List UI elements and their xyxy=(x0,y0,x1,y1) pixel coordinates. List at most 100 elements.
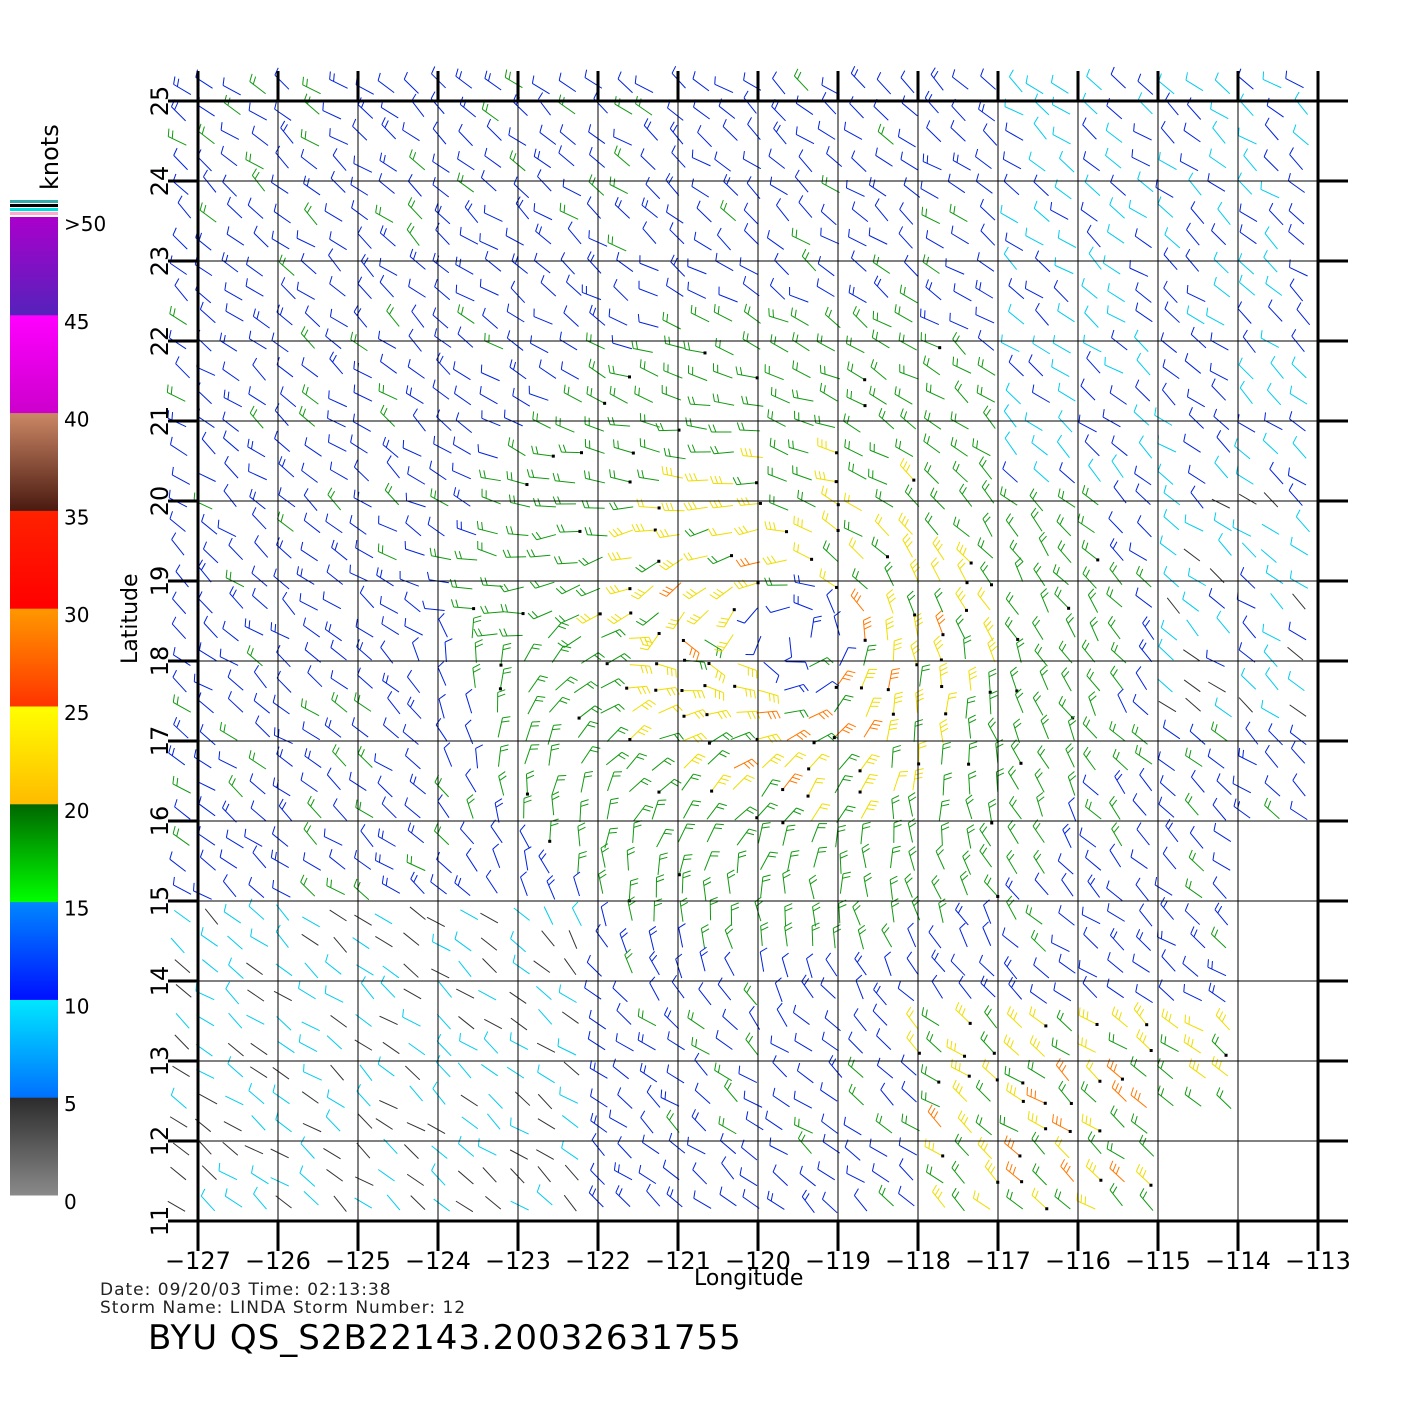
wind-barb xyxy=(478,541,497,556)
wind-barb xyxy=(1293,436,1306,458)
wind-barb xyxy=(556,585,580,594)
wind-barb xyxy=(811,616,822,637)
wind-barb xyxy=(174,76,191,94)
wind-barb xyxy=(667,1110,679,1133)
product-id-title: BYU QS_S2B22143.20032631755 xyxy=(148,1318,742,1358)
wind-barb xyxy=(765,364,784,379)
wind-barb xyxy=(661,1090,679,1107)
wind-barb xyxy=(218,520,236,537)
wind-barb xyxy=(559,95,575,114)
wind-barb xyxy=(902,1114,920,1131)
wind-barb xyxy=(301,698,319,715)
wind-barb xyxy=(1004,1035,1019,1056)
wind-barb xyxy=(827,146,842,167)
wind-barb xyxy=(358,668,373,689)
wind-barb xyxy=(1112,330,1128,350)
wind-barb xyxy=(548,725,561,745)
wind-barb xyxy=(1107,587,1122,607)
wind-barb xyxy=(590,1060,607,1078)
wind-barb xyxy=(1103,255,1120,274)
wind-barb xyxy=(1110,796,1121,819)
wind-barb xyxy=(256,716,270,737)
wind-barb xyxy=(956,615,965,639)
wind-barb xyxy=(646,177,660,199)
wind-barb xyxy=(1138,515,1152,537)
wind-barb xyxy=(481,577,503,586)
wind-barb xyxy=(890,876,898,900)
wind-barb xyxy=(1238,128,1256,144)
wind-barb xyxy=(652,758,674,771)
wind-barb xyxy=(1267,383,1280,405)
wind-barb xyxy=(1213,852,1230,870)
wind-barb xyxy=(499,643,511,666)
wind-barb xyxy=(430,548,451,560)
wind-barb xyxy=(459,124,473,146)
wind-barb xyxy=(572,902,581,926)
wind-barb xyxy=(983,900,990,924)
wind-barb xyxy=(936,846,944,870)
colorbar-unit-label: knots xyxy=(36,124,64,190)
wind-barb xyxy=(1082,485,1098,505)
wind-barb xyxy=(641,1111,653,1134)
wind-barb xyxy=(327,1169,343,1181)
wind-barb xyxy=(727,870,735,894)
wind-barb xyxy=(252,588,267,609)
wind-barb xyxy=(734,759,758,768)
wind-barb xyxy=(540,125,556,145)
wind-barb xyxy=(844,520,862,537)
wind-barb xyxy=(198,1140,212,1155)
wind-barb xyxy=(934,636,943,661)
wind-barb xyxy=(381,354,397,373)
wind-barb xyxy=(899,226,912,248)
y-tick-label: 11 xyxy=(146,1206,174,1237)
wind-barb xyxy=(684,553,708,561)
wind-barb xyxy=(607,727,628,741)
y-axis-label: Latitude xyxy=(118,573,143,664)
wind-barb xyxy=(625,949,633,973)
wind-barb xyxy=(1090,617,1098,641)
wind-barb xyxy=(1003,151,1021,168)
wind-barb xyxy=(478,444,498,458)
wind-barb xyxy=(769,149,785,169)
wind-barb xyxy=(936,611,945,637)
wind-barb xyxy=(1086,1059,1101,1082)
wind-barb xyxy=(1033,820,1044,843)
wind-barb xyxy=(499,772,507,796)
wind-barb xyxy=(559,985,576,1003)
wind-barb xyxy=(980,823,991,846)
wind-barb xyxy=(874,983,887,1005)
wind-barb xyxy=(1212,1034,1227,1057)
wind-barb xyxy=(404,964,419,978)
wind-barb xyxy=(1184,434,1201,453)
wind-barb xyxy=(720,1187,736,1206)
wind-barb xyxy=(250,773,265,794)
wind-barb xyxy=(354,460,368,481)
wind-barb xyxy=(734,526,758,535)
wind-barb xyxy=(781,774,802,791)
wind-barb xyxy=(1286,71,1304,88)
wind-barb xyxy=(199,642,216,660)
wind-barb xyxy=(776,198,788,221)
y-tick-label: 21 xyxy=(146,406,174,437)
wind-barb xyxy=(568,222,581,244)
wind-barb xyxy=(1164,248,1177,270)
wind-barb xyxy=(589,147,604,167)
wind-barb xyxy=(1083,567,1097,589)
wind-barb xyxy=(251,801,266,822)
wind-barb xyxy=(508,437,525,455)
wind-barb xyxy=(1083,976,1097,998)
wind-barb xyxy=(432,1146,448,1159)
y-tick-label: 13 xyxy=(146,1046,174,1077)
wind-barb xyxy=(921,181,938,199)
wind-barb xyxy=(1034,117,1046,140)
wind-barb xyxy=(1085,306,1099,328)
wind-barb xyxy=(199,124,215,144)
wind-barb xyxy=(736,558,760,567)
wind-barb xyxy=(1112,436,1128,456)
wind-barb xyxy=(1242,543,1256,557)
wind-barb xyxy=(485,148,501,167)
wind-barb xyxy=(822,1032,838,1051)
wind-barb xyxy=(664,1007,678,1028)
wind-barb xyxy=(1006,878,1019,900)
wind-barb xyxy=(281,386,296,406)
